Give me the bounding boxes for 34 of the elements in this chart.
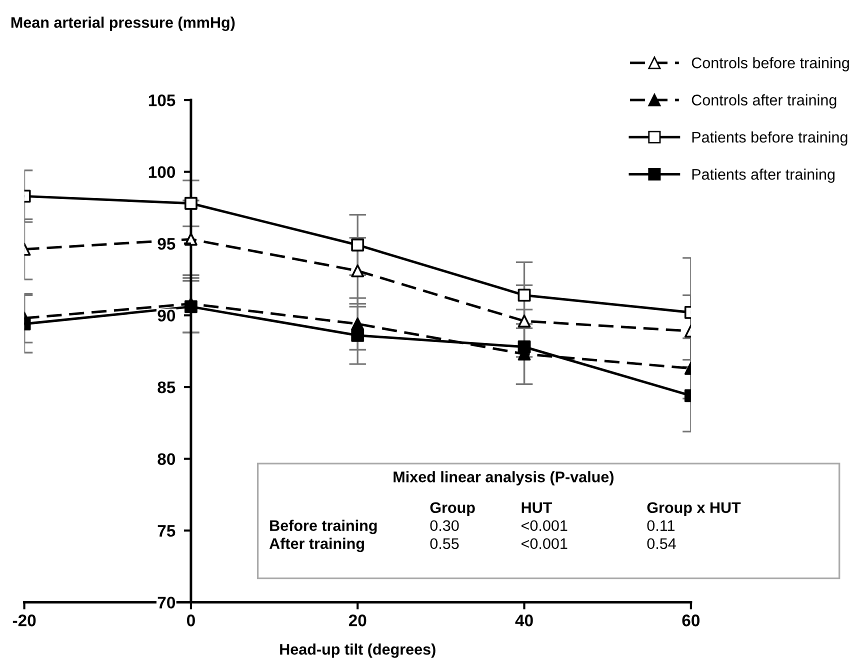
point	[351, 328, 364, 342]
annotation: Group x HUT	[647, 502, 741, 516]
y-tick-label: 75	[158, 525, 176, 537]
legend-label: Controls after training	[692, 94, 836, 109]
y-axis-title: Mean arterial pressure (mmHg)	[11, 16, 235, 31]
point	[351, 238, 364, 252]
y-tick-label: 70	[158, 596, 175, 609]
point	[351, 264, 364, 278]
annotation: 0.30	[430, 520, 459, 532]
x-tick-label: 60	[682, 614, 700, 626]
y-tick-label: 85	[158, 381, 176, 394]
annotation: After training	[269, 538, 364, 552]
y-tick-label: 100	[148, 166, 175, 178]
y-tick-label: 105	[148, 94, 176, 106]
annotation: Before training	[270, 520, 377, 534]
legend-label: Patients before training	[692, 131, 848, 146]
y-tick-label: 80	[158, 453, 175, 466]
annotation: Mixed linear analysis (P-value)	[394, 471, 614, 486]
x-tick-label: 0	[186, 614, 195, 626]
annotation: <0.001	[522, 520, 568, 532]
annotation: 0.54	[647, 538, 676, 550]
y-tick-label: 95	[158, 238, 176, 250]
x-axis-title: Head-up tilt (degrees)	[280, 644, 436, 658]
annotation: Group	[430, 502, 475, 516]
y-tick-label: 90	[158, 310, 175, 322]
annotation: HUT	[522, 502, 552, 514]
x-tick-label: 20	[348, 614, 366, 626]
annotation: 0.55	[430, 538, 459, 550]
annotation: 0.11	[647, 520, 675, 532]
legend-label: Controls before training	[692, 57, 849, 72]
x-tick-label: -20	[12, 614, 36, 626]
x-tick-label: 40	[515, 614, 533, 626]
annotation: <0.001	[522, 538, 568, 550]
legend-label: Patients after training	[692, 168, 835, 183]
